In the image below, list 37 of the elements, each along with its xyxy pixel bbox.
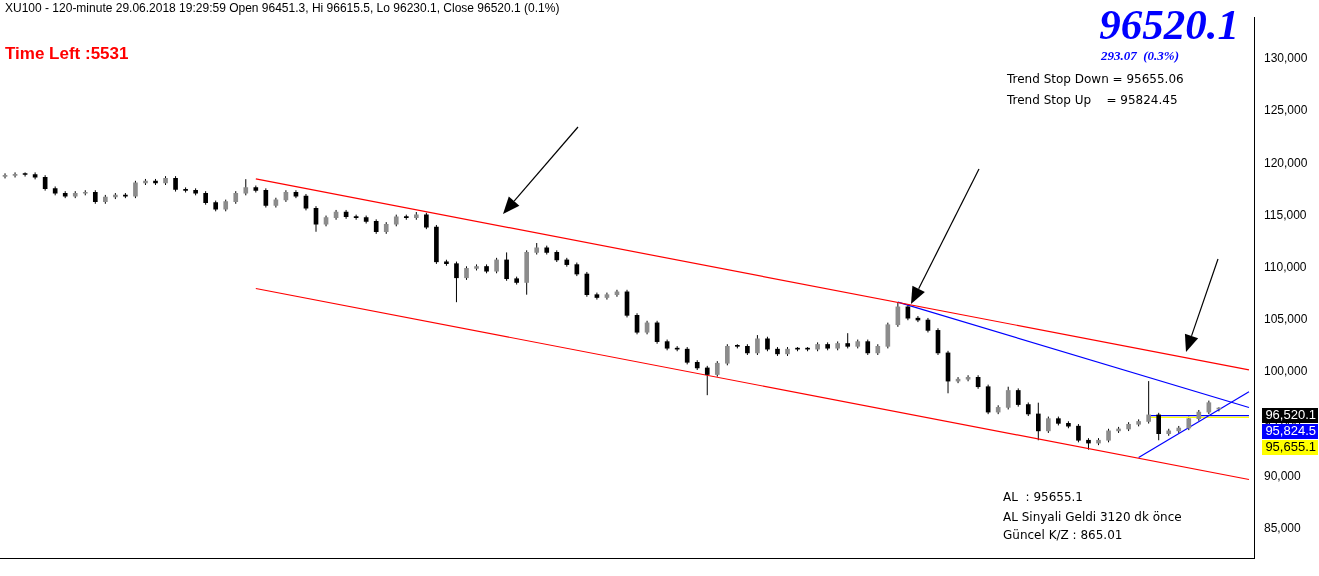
candlestick — [1156, 412, 1162, 441]
text: 95,824.5 — [1262, 423, 1318, 439]
candlestick — [1015, 387, 1021, 408]
candlestick — [1076, 423, 1081, 443]
y-tick-label: 115,000 — [1264, 207, 1307, 222]
candlestick — [1035, 402, 1041, 441]
annotation: 96520.1 — [1099, 0, 1239, 50]
candlestick — [504, 251, 509, 282]
annotation: Trend Stop Up = 95824.45 — [1007, 93, 1178, 108]
candlestick — [353, 214, 359, 221]
annotation: Trend Stop Down = 95655.06 — [1007, 72, 1184, 87]
candlestick — [704, 365, 710, 396]
annotation: Time Left :5531 — [5, 44, 129, 64]
annotation: Güncel K/Z : 865.01 — [1003, 528, 1123, 543]
candlestick — [12, 171, 18, 178]
candlestick — [724, 343, 730, 366]
y-tick-label: 125,000 — [1264, 103, 1308, 118]
candlestick — [1146, 380, 1151, 425]
candlestick — [965, 374, 971, 382]
candlestick — [22, 171, 28, 178]
text: 95,655.1 — [1262, 439, 1318, 455]
y-tick-label: 90,000 — [1264, 468, 1302, 483]
y-tick-label: 130,000 — [1264, 51, 1308, 66]
annotation: AL : 95655.1 — [1003, 490, 1084, 505]
y-tick-label: 120,000 — [1264, 155, 1308, 170]
candlestick — [454, 261, 459, 303]
y-tick-label: 105,000 — [1264, 312, 1308, 327]
y-tick-label: 100,000 — [1264, 364, 1308, 379]
text: 96,520.1 — [1262, 407, 1318, 423]
annotation: 293.07 (0.3%) — [1101, 48, 1179, 64]
candlestick — [755, 334, 760, 356]
candlestick — [2, 172, 8, 179]
candlestick — [1005, 386, 1011, 410]
annotation: AL Sinyali Geldi 3120 dk önce — [1003, 510, 1182, 525]
y-tick-label: 110,000 — [1264, 259, 1307, 274]
chart-title: XU100 - 120-minute 29.06.2018 19:29:59 Open 96451.3, Hi 96615.5, Lo 96230.1, Close 96520.1 (0.1%) — [5, 1, 560, 16]
y-tick-label: 85,000 — [1264, 520, 1302, 535]
